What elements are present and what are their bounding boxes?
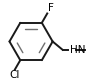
Text: F: F [48,3,54,13]
Text: HN: HN [70,45,86,55]
Text: Cl: Cl [9,70,20,80]
